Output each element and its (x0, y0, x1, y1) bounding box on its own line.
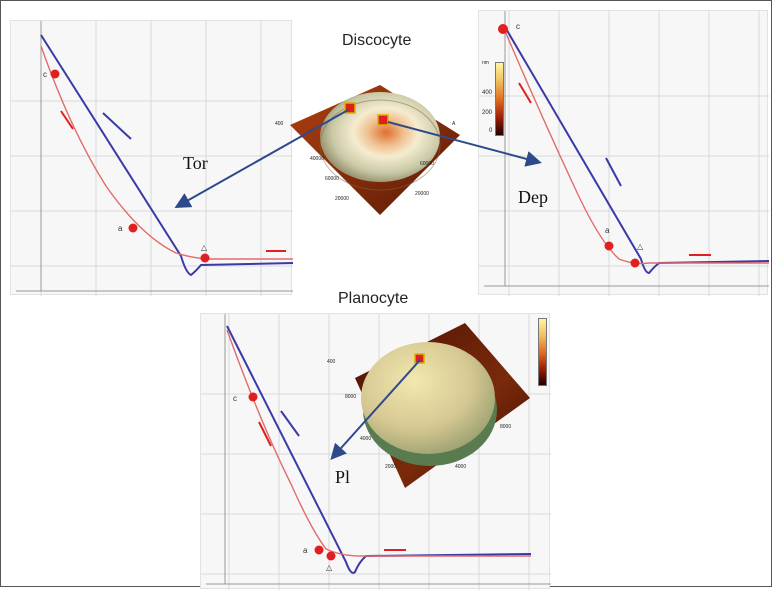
arrow-dep (387, 121, 542, 167)
marker-end (630, 258, 640, 268)
marker-end (326, 551, 336, 561)
point-label-c: c (43, 70, 47, 79)
marker-c (50, 69, 60, 79)
discocyte-title: Discocyte (342, 32, 412, 49)
planocyte-afm-image: 400 8000 4000 2000 8000 4000 (325, 318, 540, 490)
marker-a (128, 223, 138, 233)
discocyte-colorbar-unit: nm (482, 60, 489, 66)
point-label-triangle: △ (326, 563, 333, 572)
svg-text:400: 400 (275, 121, 284, 127)
svg-text:20000: 20000 (415, 191, 429, 197)
arrow-tor (174, 109, 349, 208)
discocyte-afm-image: 400 40000 60000 20000 60000 20000 A (270, 55, 470, 230)
force-curve-pl-plot: c a △ (201, 314, 551, 590)
force-curve-dep-plot: c a △ (479, 11, 769, 296)
marker-a (604, 241, 614, 251)
point-label-a: a (303, 546, 308, 555)
point-label-triangle: △ (201, 243, 208, 252)
arrow-pl (330, 359, 421, 460)
svg-text:4000: 4000 (360, 436, 371, 442)
discocyte-colorbar (495, 62, 504, 136)
planocyte-title: Planocyte (338, 290, 409, 307)
svg-text:2000: 2000 (385, 464, 396, 470)
discocyte-colorbar-tick-0: 400 (482, 90, 493, 96)
svg-text:20000: 20000 (335, 196, 349, 202)
marker-c (248, 392, 258, 402)
marker-end (200, 253, 210, 263)
point-label-c: c (516, 22, 520, 31)
marker-a (314, 545, 324, 555)
discocyte-colorbar-tick-1: 200 (482, 110, 493, 116)
svg-text:4000: 4000 (455, 464, 466, 470)
svg-text:8000: 8000 (500, 424, 511, 430)
point-label-c: c (233, 394, 237, 403)
svg-text:60000: 60000 (325, 176, 339, 182)
svg-text:8000: 8000 (345, 394, 356, 400)
svg-text:A: A (452, 121, 456, 127)
discocyte-colorbar-tick-2: 0 (489, 128, 493, 134)
force-curve-tor-panel: c a △ (10, 20, 293, 296)
point-label-a: a (118, 224, 123, 233)
svg-text:40000: 40000 (310, 156, 324, 162)
marker-c (498, 24, 508, 34)
label-pl: Pl (335, 467, 351, 487)
label-dep: Dep (518, 187, 548, 207)
svg-text:400: 400 (327, 359, 336, 365)
point-label-a: a (605, 226, 610, 235)
planocyte-colorbar (538, 318, 547, 386)
svg-text:60000: 60000 (420, 161, 434, 167)
label-tor: Tor (183, 153, 208, 173)
point-label-triangle: △ (637, 242, 644, 251)
